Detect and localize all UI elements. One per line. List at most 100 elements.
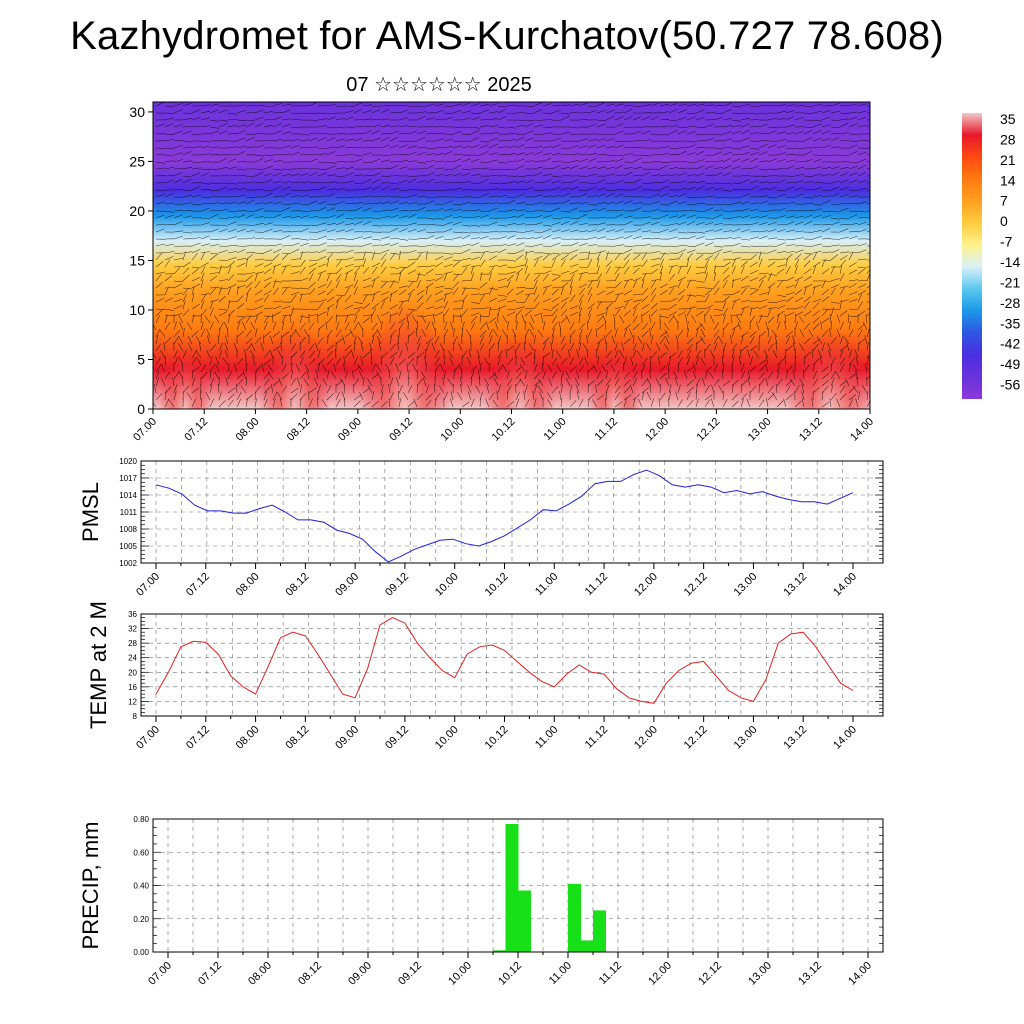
wind-barb: [650, 351, 658, 359]
wind-barb: [407, 280, 414, 289]
wind-barb: [506, 152, 516, 156]
wind-barb: [596, 370, 602, 380]
wind-barb: [362, 258, 366, 268]
wind-barb: [254, 109, 264, 114]
wind-barb: [515, 391, 520, 401]
wind-barb: [389, 242, 399, 247]
wind-barb: [821, 365, 829, 373]
wind-barb: [812, 286, 816, 296]
wind-barb: [389, 153, 399, 156]
wind-barb: [488, 152, 498, 156]
wind-barb: [641, 378, 648, 387]
wind-barb: [569, 294, 576, 303]
wind-barb: [308, 224, 319, 227]
wind-barb: [470, 376, 472, 387]
wind-barb: [155, 189, 166, 192]
wind-barb: [317, 182, 328, 184]
wind-barb: [317, 249, 327, 254]
wind-barb: [803, 286, 807, 296]
wind-barb: [776, 203, 787, 205]
wind-barb: [425, 231, 436, 234]
wind-barb: [560, 229, 570, 233]
wind-barb: [155, 343, 162, 352]
wind-barb: [206, 328, 211, 338]
wind-barb: [443, 287, 453, 290]
wind-barb: [227, 133, 238, 135]
wind-barb: [306, 370, 310, 380]
wind-barb: [335, 175, 345, 178]
wind-barb: [452, 342, 455, 352]
wind-barb: [614, 401, 623, 408]
wind-barb: [461, 158, 471, 163]
wind-barb: [209, 299, 219, 303]
wind-barb: [746, 398, 751, 408]
x-tick-label: 11.12: [597, 960, 624, 987]
wind-barb: [236, 194, 246, 198]
wind-barb: [470, 112, 481, 115]
wind-barb: [819, 356, 823, 366]
wind-barb: [209, 126, 219, 129]
wind-barb: [515, 301, 526, 303]
wind-barb: [722, 250, 732, 254]
wind-barb: [605, 251, 609, 261]
wind-barb: [290, 195, 300, 198]
wind-barb: [821, 258, 826, 268]
wind-barb: [650, 208, 660, 212]
wind-barb: [506, 279, 511, 289]
wind-barb: [272, 331, 281, 338]
wind-barb: [506, 300, 516, 303]
wind-barb: [227, 274, 235, 282]
wind-barb: [344, 295, 352, 303]
wind-barb: [308, 158, 318, 163]
wind-barb: [479, 363, 482, 373]
wind-barb: [704, 370, 708, 380]
wind-barb: [416, 342, 421, 352]
wind-barb: [380, 291, 390, 296]
wind-barb: [772, 392, 778, 401]
wind-barb: [713, 314, 723, 317]
wind-barb: [209, 182, 220, 184]
wind-barb: [848, 244, 858, 247]
wind-barb: [596, 166, 606, 170]
wind-barb: [209, 300, 214, 310]
wind-barb: [749, 336, 755, 345]
wind-barb: [371, 322, 378, 331]
wind-barb: [641, 139, 651, 142]
wind-barb: [452, 164, 462, 170]
wind-barb: [299, 251, 309, 254]
wind-barb: [830, 287, 837, 296]
y-tick-label: 0.80: [133, 815, 149, 824]
wind-barb: [650, 221, 660, 226]
wind-barb: [605, 370, 609, 380]
wind-barb: [801, 391, 805, 401]
wind-barb: [655, 377, 661, 387]
wind-barb: [515, 152, 525, 156]
wind-barb: [758, 175, 769, 177]
wind-barb: [722, 261, 731, 268]
wind-barb: [578, 266, 589, 268]
wind-barb: [263, 179, 273, 184]
wind-barb: [650, 263, 660, 268]
wind-barb: [740, 345, 749, 352]
wind-barb: [236, 104, 246, 107]
wind-barb: [353, 356, 358, 366]
wind-barb: [686, 181, 696, 184]
wind-barb: [263, 111, 273, 114]
wind-barb: [506, 358, 514, 366]
wind-barb: [569, 103, 579, 107]
wind-barb: [614, 349, 619, 359]
wind-barb: [182, 102, 192, 107]
wind-barb: [254, 337, 262, 345]
wind-barb: [614, 272, 620, 282]
wind-barb: [569, 270, 579, 275]
wind-barb: [488, 297, 498, 303]
wind-barb: [785, 147, 796, 149]
wind-barb: [425, 223, 436, 226]
wind-barb: [605, 384, 610, 394]
wind-barb: [272, 195, 282, 198]
wind-barb: [839, 217, 849, 220]
wind-barb: [217, 335, 220, 345]
wind-barb: [569, 160, 579, 163]
wind-barb: [254, 280, 261, 289]
wind-barb: [178, 314, 184, 324]
